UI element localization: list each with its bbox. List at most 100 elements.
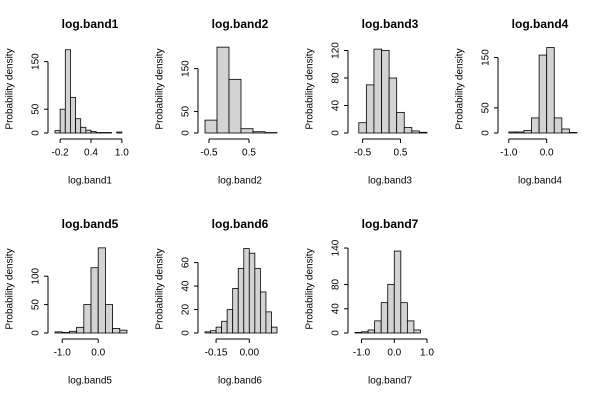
bar: [400, 302, 408, 334]
y-tick-label: 0: [181, 330, 192, 336]
bar: [90, 131, 97, 134]
bar: [232, 288, 239, 334]
x-tick-label: 0.5: [242, 148, 256, 159]
bar: [365, 84, 375, 134]
bar: [406, 320, 415, 334]
chart-title: log.band1: [62, 17, 119, 31]
x-tick-label: 0.0: [540, 148, 554, 159]
y-axis-label: Probability density: [455, 48, 466, 129]
bar: [248, 252, 256, 334]
bar: [54, 130, 61, 134]
bar: [97, 247, 106, 334]
bar: [75, 118, 82, 134]
bar: [76, 326, 85, 334]
x-axis-label: log.band2: [218, 176, 262, 187]
bar: [523, 130, 532, 134]
bar: [69, 330, 78, 334]
bar: [531, 117, 540, 134]
y-axis-label: Probability density: [5, 248, 16, 329]
bar: [396, 111, 405, 134]
chart-title: log.band5: [62, 217, 119, 231]
y-tick-label: 140: [331, 239, 342, 256]
x-tick-label: -0.15: [205, 348, 228, 359]
bar: [254, 268, 261, 334]
bar: [367, 329, 376, 334]
y-tick-label: 150: [31, 53, 42, 70]
bar: [403, 127, 413, 134]
bar: [237, 268, 245, 334]
histogram-panel: log.band7 log.band7 Probability density -1.…: [305, 217, 435, 386]
bar: [83, 304, 92, 334]
bar: [64, 49, 71, 134]
y-tick-label: 80: [331, 278, 342, 290]
x-tick-label: -0.2: [52, 148, 70, 159]
bar: [240, 128, 254, 134]
x-tick-label: -1.0: [353, 348, 371, 359]
bar: [265, 311, 272, 334]
bar: [538, 54, 548, 134]
bar: [216, 46, 230, 134]
x-tick-label: -0.5: [200, 148, 218, 159]
bar: [119, 329, 128, 334]
y-tick-label: 0: [331, 330, 342, 336]
y-tick-label: 150: [181, 60, 192, 77]
x-tick-label: 0.0: [387, 348, 401, 359]
x-tick-label: -1.0: [500, 148, 518, 159]
bar: [59, 108, 66, 134]
x-axis-label: log.band6: [218, 376, 262, 387]
bar: [271, 326, 278, 334]
bar: [380, 302, 389, 334]
bar: [54, 331, 63, 334]
bar: [80, 126, 87, 134]
histogram-panel: log.band3 log.band3 Probability density -0.…: [305, 17, 428, 187]
bar: [373, 48, 382, 134]
bar: [61, 332, 70, 334]
histogram-panel: log.band5 log.band5 Probability density -1.…: [5, 217, 128, 387]
y-tick-label: 120: [331, 42, 342, 59]
bar: [569, 132, 578, 134]
bar: [85, 129, 92, 134]
chart-title: log.band2: [212, 17, 269, 31]
y-tick-label: 50: [481, 102, 492, 114]
bar: [112, 328, 121, 334]
y-tick-label: 50: [181, 106, 192, 118]
chart-title: log.band3: [362, 17, 419, 31]
x-tick-label: 0.00: [240, 348, 260, 359]
y-tick-label: 0: [181, 130, 192, 136]
bar: [243, 248, 250, 334]
y-tick-label: 60: [181, 257, 192, 269]
chart-title: log.band4: [512, 17, 569, 31]
bar: [215, 326, 223, 334]
y-tick-label: 150: [481, 49, 492, 66]
bar: [413, 329, 421, 334]
bar: [515, 131, 525, 134]
y-axis-label: Probability density: [5, 48, 16, 129]
histogram-panel: log.band6 log.band6 Probability density -0.…: [155, 217, 278, 387]
x-tick-label: -0.5: [354, 148, 372, 159]
x-axis-label: log.band5: [68, 376, 112, 387]
bar: [388, 77, 398, 134]
x-axis-label: log.band7: [368, 376, 412, 387]
histogram-panel: log.band1 log.band1 Probability density -0.…: [5, 17, 130, 186]
bar: [561, 128, 570, 134]
histogram-panel: log.band4 log.band4 Probability density -1.…: [455, 17, 578, 187]
bar: [411, 130, 420, 134]
chart-title: log.band7: [362, 217, 419, 231]
y-tick-label: 0: [331, 130, 342, 136]
bar: [259, 291, 267, 334]
bar: [204, 119, 218, 134]
y-tick-label: 0: [31, 330, 42, 336]
y-tick-label: 40: [331, 100, 342, 112]
y-tick-label: 0: [481, 130, 492, 136]
x-tick-label: -1.0: [54, 348, 72, 359]
y-axis-label: Probability density: [305, 48, 316, 129]
bar: [105, 304, 114, 334]
x-tick-label: 1.0: [115, 148, 129, 159]
bar: [508, 131, 517, 134]
x-axis-label: log.band4: [518, 176, 562, 187]
y-tick-label: 50: [31, 299, 42, 311]
bar: [116, 131, 123, 134]
bar: [393, 250, 402, 334]
bar: [221, 320, 228, 334]
